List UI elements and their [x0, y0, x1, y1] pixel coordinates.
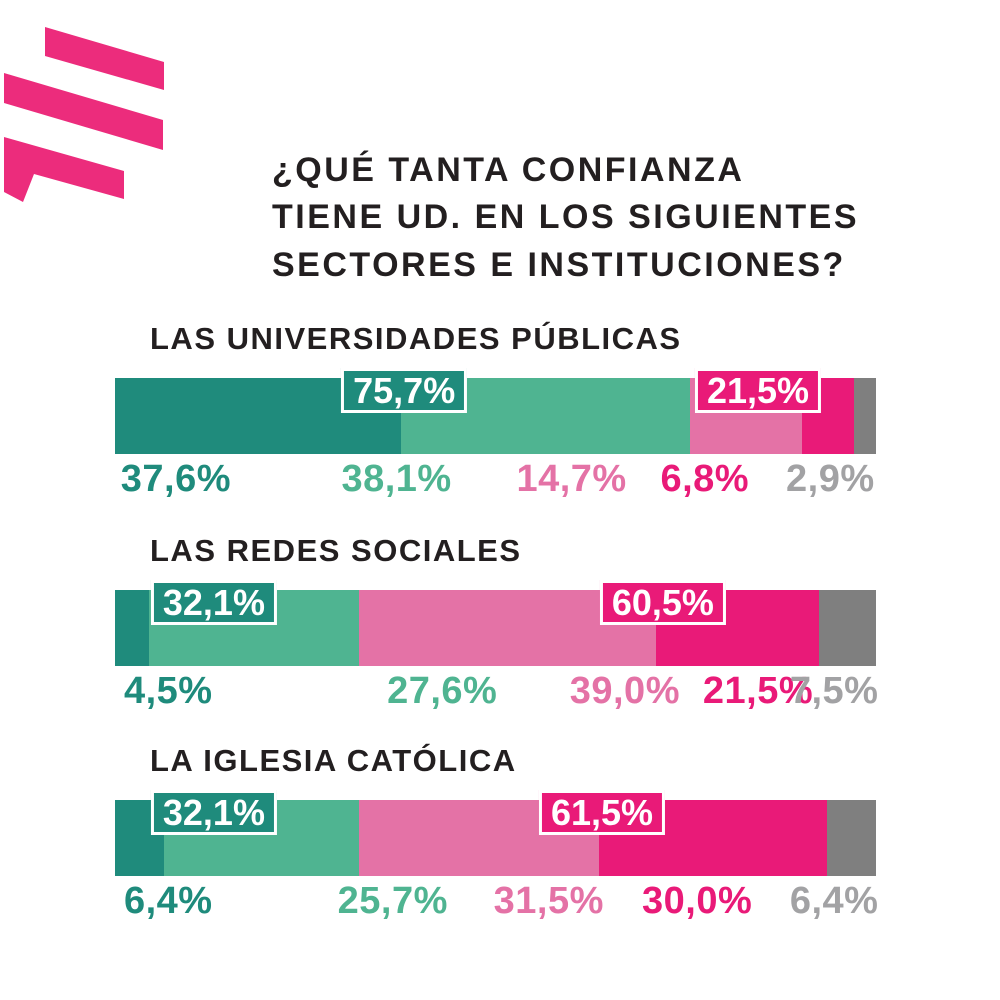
chart-category-title: LAS UNIVERSIDADES PÚBLICAS: [150, 321, 682, 356]
brand-logo: [4, 27, 164, 202]
logo-stripe-bottom-flag: [4, 137, 124, 202]
bar-segment: [818, 590, 876, 666]
segment-value-label: 39,0%: [569, 670, 680, 712]
segment-value-label: 14,7%: [516, 458, 627, 500]
value-label-row: 37,6% 38,1% 14,7% 6,8% 2,9%: [115, 458, 876, 508]
segment-value-label: 38,1%: [341, 458, 452, 500]
group-total-label: 61,5%: [538, 790, 666, 835]
page-title-line-2: TIENE UD. EN LOS SIGUIENTES: [272, 198, 860, 237]
charts-area: LAS UNIVERSIDADES PÚBLICAS 75,7% 21,5% 37…: [115, 0, 879, 1000]
segment-value-label: 37,6%: [120, 458, 231, 500]
page-title: ¿QUÉ TANTA CONFIANZA TIENE UD. EN LOS SI…: [272, 147, 932, 290]
page-title-line-3: SECTORES E INSTITUCIONES?: [272, 245, 846, 284]
chart-block: LAS REDES SOCIALES 32,1% 60,5% 4,5% 27,6% 3…: [115, 532, 879, 720]
stacked-bar: 32,1% 60,5%: [115, 580, 876, 666]
group-total-label: 32,1%: [150, 580, 277, 625]
bar-segment: [827, 800, 876, 876]
segment-value-label: 6,4%: [789, 880, 879, 922]
segment-value-label: 4,5%: [123, 670, 213, 712]
group-total-label: 32,1%: [150, 790, 277, 835]
segment-value-label: 6,8%: [660, 458, 750, 500]
segment-value-label: 7,5%: [789, 670, 879, 712]
group-total-label: 75,7%: [341, 368, 468, 413]
logo-stripe-top: [45, 27, 164, 90]
logo-stripe-middle: [4, 73, 163, 150]
value-label-row: 4,5% 27,6% 39,0% 21,5% 7,5%: [115, 670, 879, 720]
stacked-bar: 75,7% 21,5%: [115, 368, 876, 454]
chart-category-title: LA IGLESIA CATÓLICA: [150, 743, 517, 778]
segment-value-label: 27,6%: [387, 670, 498, 712]
chart-block: LAS UNIVERSIDADES PÚBLICAS 75,7% 21,5% 37…: [115, 320, 876, 508]
segment-value-label: 25,7%: [337, 880, 448, 922]
group-total-label: 21,5%: [694, 368, 822, 413]
segment-value-label: 21,5%: [702, 670, 814, 712]
segment-value-label: 31,5%: [493, 880, 604, 922]
segment-value-label: 2,9%: [786, 458, 875, 500]
page-title-line-1: ¿QUÉ TANTA CONFIANZA: [272, 150, 745, 189]
bar-segment: [115, 590, 150, 666]
value-label-row: 6,4% 25,7% 31,5% 30,0% 6,4%: [115, 880, 879, 930]
group-total-label: 60,5%: [599, 580, 726, 625]
stacked-bar: 32,1% 61,5%: [115, 790, 876, 876]
segment-value-label: 6,4%: [123, 880, 213, 922]
chart-category-title: LAS REDES SOCIALES: [150, 533, 522, 568]
segment-value-label: 30,0%: [642, 880, 753, 922]
chart-block: LA IGLESIA CATÓLICA 32,1% 61,5% 6,4% 25,7%…: [115, 742, 879, 930]
bar-segment: [853, 378, 876, 454]
